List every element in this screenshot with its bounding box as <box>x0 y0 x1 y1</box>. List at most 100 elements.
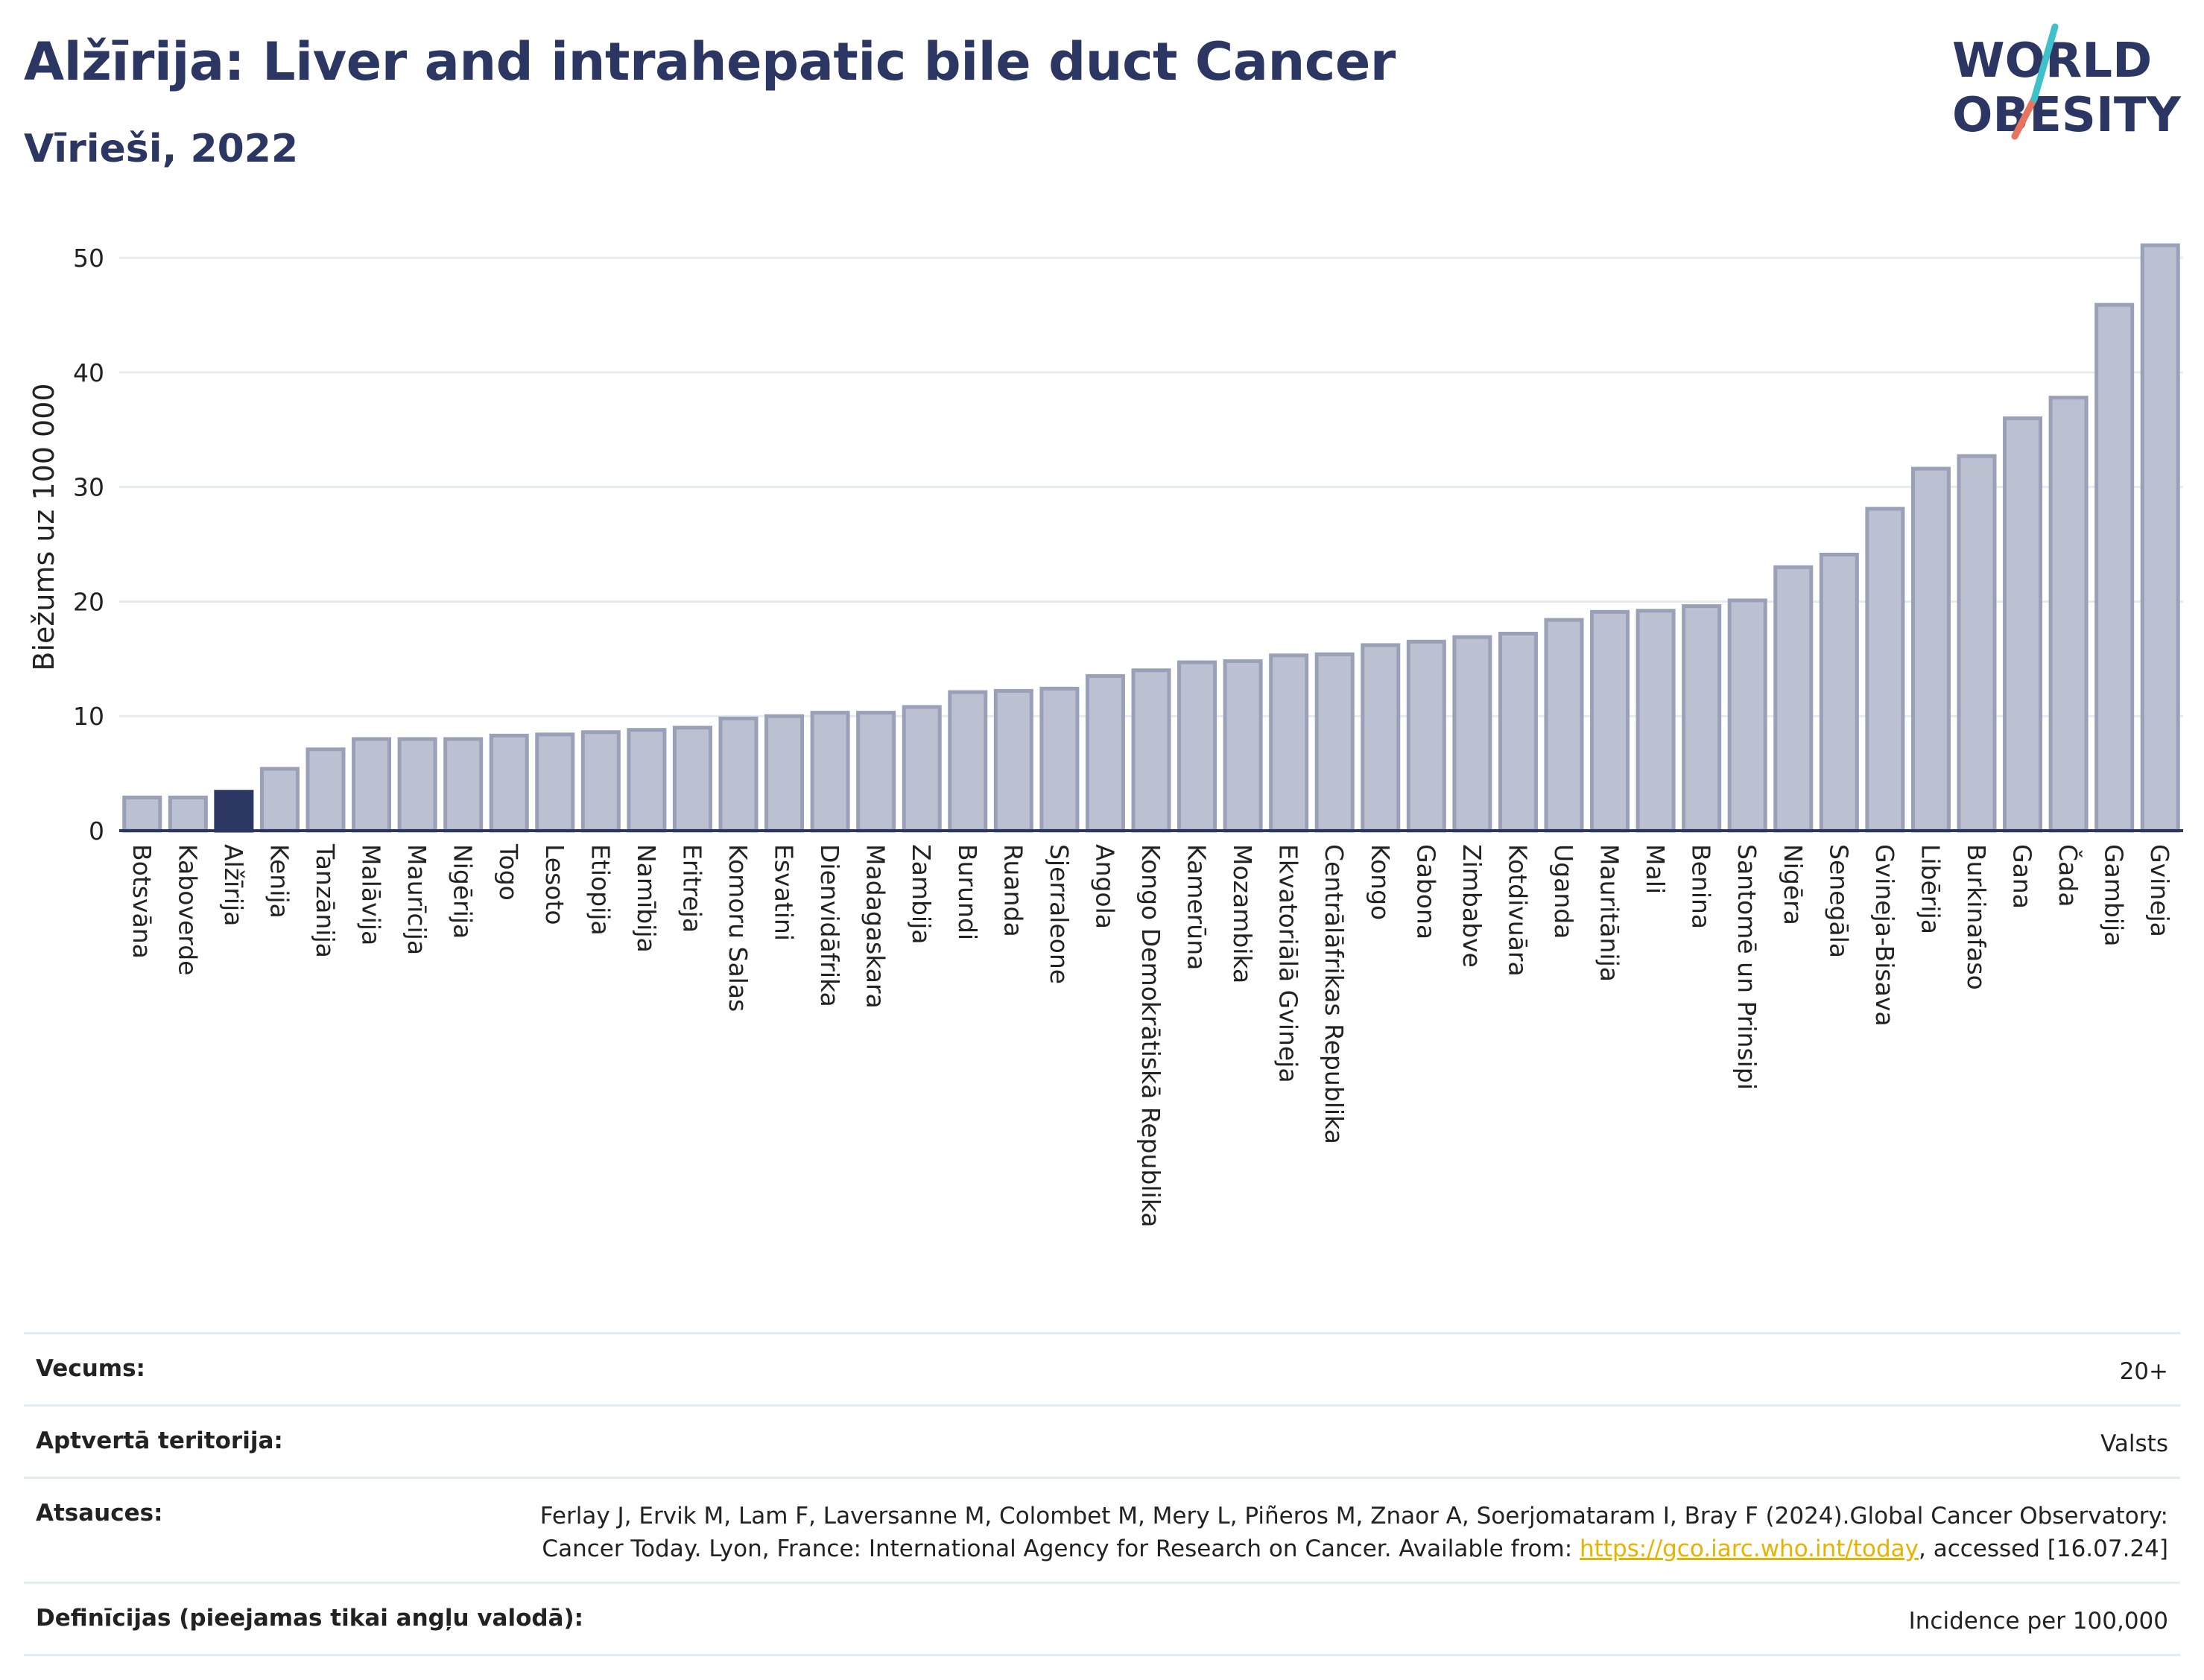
references-label: Atsauces: <box>36 1500 163 1527</box>
bar-32 <box>1590 609 1630 833</box>
x-tick-label: Alžīrija <box>219 844 248 926</box>
x-tick-label: Gambija <box>2100 844 2129 946</box>
bar-14 <box>764 714 805 833</box>
x-tick-label: Kongo Demokrātiskā Republika <box>1136 844 1165 1227</box>
y-tick-label: 20 <box>73 587 104 616</box>
chart-bars <box>122 243 2180 833</box>
logo-slash-red <box>2011 95 2038 140</box>
x-tick-label: Ekvatoriālā Gvineja <box>1274 844 1303 1083</box>
x-tick-label: Gabona <box>1411 844 1440 939</box>
x-tick-label: Ruanda <box>998 844 1027 937</box>
references-value: Ferlay J, Ervik M, Lam F, Laversanne M, … <box>529 1500 2168 1565</box>
x-tick-label: Malāvija <box>357 844 386 945</box>
x-axis-ticks: Botsvāna Kaboverde Alžīrija Kenija Tanzānija… <box>127 843 2174 1227</box>
x-tick-label: Botsvāna <box>127 844 156 959</box>
bar-2 <box>214 790 254 833</box>
x-tick-label: Etiopija <box>586 844 615 936</box>
bar-0 <box>122 795 162 833</box>
x-tick-label: Sjerraleone <box>1045 844 1074 984</box>
bar-19 <box>993 688 1033 833</box>
logo-slash-teal <box>2030 23 2059 103</box>
world-obesity-logo: WORLD OBESITY <box>1937 21 2191 162</box>
bar-8 <box>489 733 529 833</box>
references-link[interactable]: https://gco.iarc.who.int/today <box>1580 1535 1919 1562</box>
x-tick-label: Zimbabve <box>1457 844 1486 968</box>
x-tick-label: Kotdivuāra <box>1503 844 1532 977</box>
page-title: Alžīrija: Liver and intrahepatic bile du… <box>24 31 1396 92</box>
bar-9 <box>535 732 575 833</box>
bar-3 <box>259 767 300 833</box>
meta-row-age: Vecums: 20+ <box>24 1332 2180 1404</box>
x-tick-label: Lesoto <box>540 844 569 925</box>
x-tick-label: Komoru Salas <box>723 844 753 1012</box>
bar-35 <box>1727 598 1767 833</box>
bar-29 <box>1452 635 1492 833</box>
x-tick-label: Madagaskara <box>861 844 890 1009</box>
x-tick-label: Gana <box>2008 844 2037 909</box>
bar-chart: 0 10 20 30 40 50 Botsvāna Kaboverde Alžīrija Ken… <box>28 243 2183 1227</box>
bar-41 <box>2003 416 2043 833</box>
bar-39 <box>1910 466 1951 833</box>
x-tick-label: Centrālāfrikas Republika <box>1320 844 1349 1144</box>
bar-4 <box>305 747 346 833</box>
bar-18 <box>948 690 988 833</box>
definitions-value: Incidence per 100,000 <box>1908 1608 2168 1635</box>
bar-26 <box>1314 652 1355 833</box>
y-tick-label: 50 <box>73 244 104 273</box>
references-text: Ferlay J, Ervik M, Lam F, Laversanne M, … <box>539 1503 2168 1562</box>
y-tick-label: 10 <box>73 702 104 731</box>
bar-11 <box>627 728 667 833</box>
x-tick-label: Benina <box>1687 844 1716 929</box>
bar-27 <box>1361 643 1401 833</box>
y-tick-label: 0 <box>89 817 104 846</box>
bar-24 <box>1223 659 1263 833</box>
bar-10 <box>580 730 621 833</box>
definitions-label: Definīcijas (pieejamas tikai angļu valod… <box>36 1605 584 1632</box>
bar-7 <box>443 737 484 833</box>
bar-37 <box>1819 552 1859 833</box>
x-tick-label: Togo <box>494 843 523 901</box>
x-tick-label: Gvineja-Bisava <box>1870 844 1899 1027</box>
x-tick-label: Nigēra <box>1779 844 1808 925</box>
bar-44 <box>2140 243 2180 833</box>
x-tick-label: Namībija <box>632 844 661 953</box>
x-tick-label: Mali <box>1641 844 1670 894</box>
x-tick-label: Uganda <box>1549 844 1578 939</box>
bar-13 <box>718 716 759 833</box>
territory-label: Aptvertā teritorija: <box>36 1427 283 1454</box>
bar-43 <box>2094 302 2135 833</box>
meta-row-definitions: Definīcijas (pieejamas tikai angļu valod… <box>24 1582 2180 1656</box>
x-tick-label: Kenija <box>265 844 294 919</box>
bar-16 <box>856 711 896 833</box>
x-tick-label: Čada <box>2053 844 2083 907</box>
bar-23 <box>1177 660 1217 833</box>
age-value: 20+ <box>2119 1358 2168 1385</box>
logo-line2: OBESITY <box>1952 88 2181 143</box>
references-accessed: , accessed [16.07.24] <box>1918 1535 2168 1562</box>
bar-30 <box>1498 632 1538 833</box>
x-tick-label: Kamerūna <box>1182 844 1212 970</box>
x-tick-label: Esvatini <box>770 844 799 941</box>
x-tick-label: Nigērija <box>449 844 478 939</box>
bar-15 <box>810 711 850 833</box>
x-tick-label: Maurīcija <box>402 844 431 955</box>
x-tick-label: Gvineja <box>2145 844 2174 937</box>
bar-34 <box>1682 604 1722 833</box>
bar-1 <box>168 795 208 833</box>
bar-42 <box>2048 396 2089 833</box>
bar-33 <box>1635 609 1676 833</box>
bar-17 <box>902 705 942 833</box>
bar-38 <box>1865 507 1905 833</box>
bar-12 <box>672 726 712 833</box>
y-tick-label: 30 <box>73 473 104 502</box>
x-tick-label: Burundi <box>953 844 982 940</box>
bar-40 <box>1957 454 1997 833</box>
y-tick-label: 40 <box>73 358 104 387</box>
x-tick-label: Libērija <box>1916 844 1945 934</box>
meta-row-territory: Aptvertā teritorija: Valsts <box>24 1404 2180 1477</box>
age-label: Vecums: <box>36 1355 145 1382</box>
metadata-table: Vecums: 20+ Aptvertā teritorija: Valsts … <box>24 1332 2180 1656</box>
x-tick-label: Mauritānija <box>1595 844 1624 982</box>
y-axis-ticks: 0 10 20 30 40 50 <box>73 244 104 846</box>
bar-36 <box>1773 565 1814 833</box>
